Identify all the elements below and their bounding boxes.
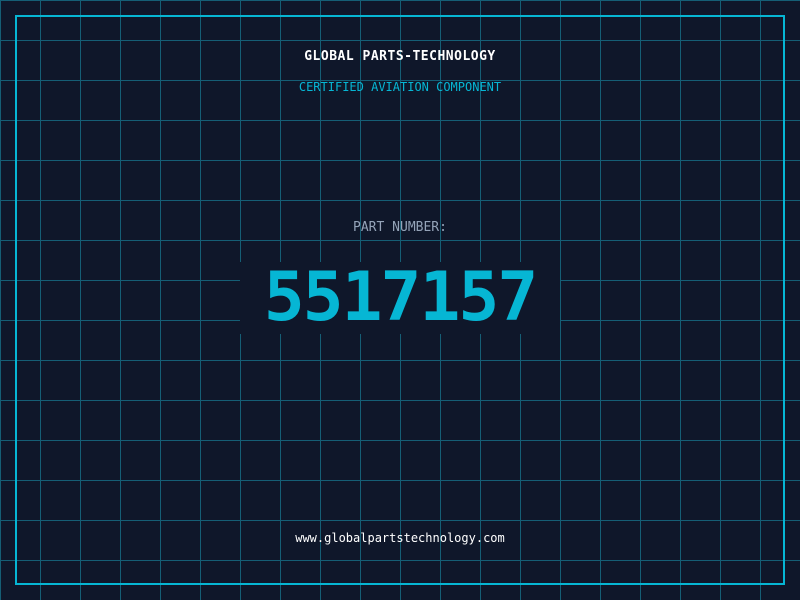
part-number: 5517157 xyxy=(263,258,539,337)
brand-title: GLOBAL PARTS-TECHNOLOGY xyxy=(304,49,496,64)
card-border xyxy=(15,15,785,585)
part-number-backdrop xyxy=(240,262,560,334)
website-link[interactable]: www.globalpartstechnology.com xyxy=(295,531,505,545)
part-number-label: PART NUMBER: xyxy=(353,220,447,235)
subtitle: CERTIFIED AVIATION COMPONENT xyxy=(298,80,502,94)
